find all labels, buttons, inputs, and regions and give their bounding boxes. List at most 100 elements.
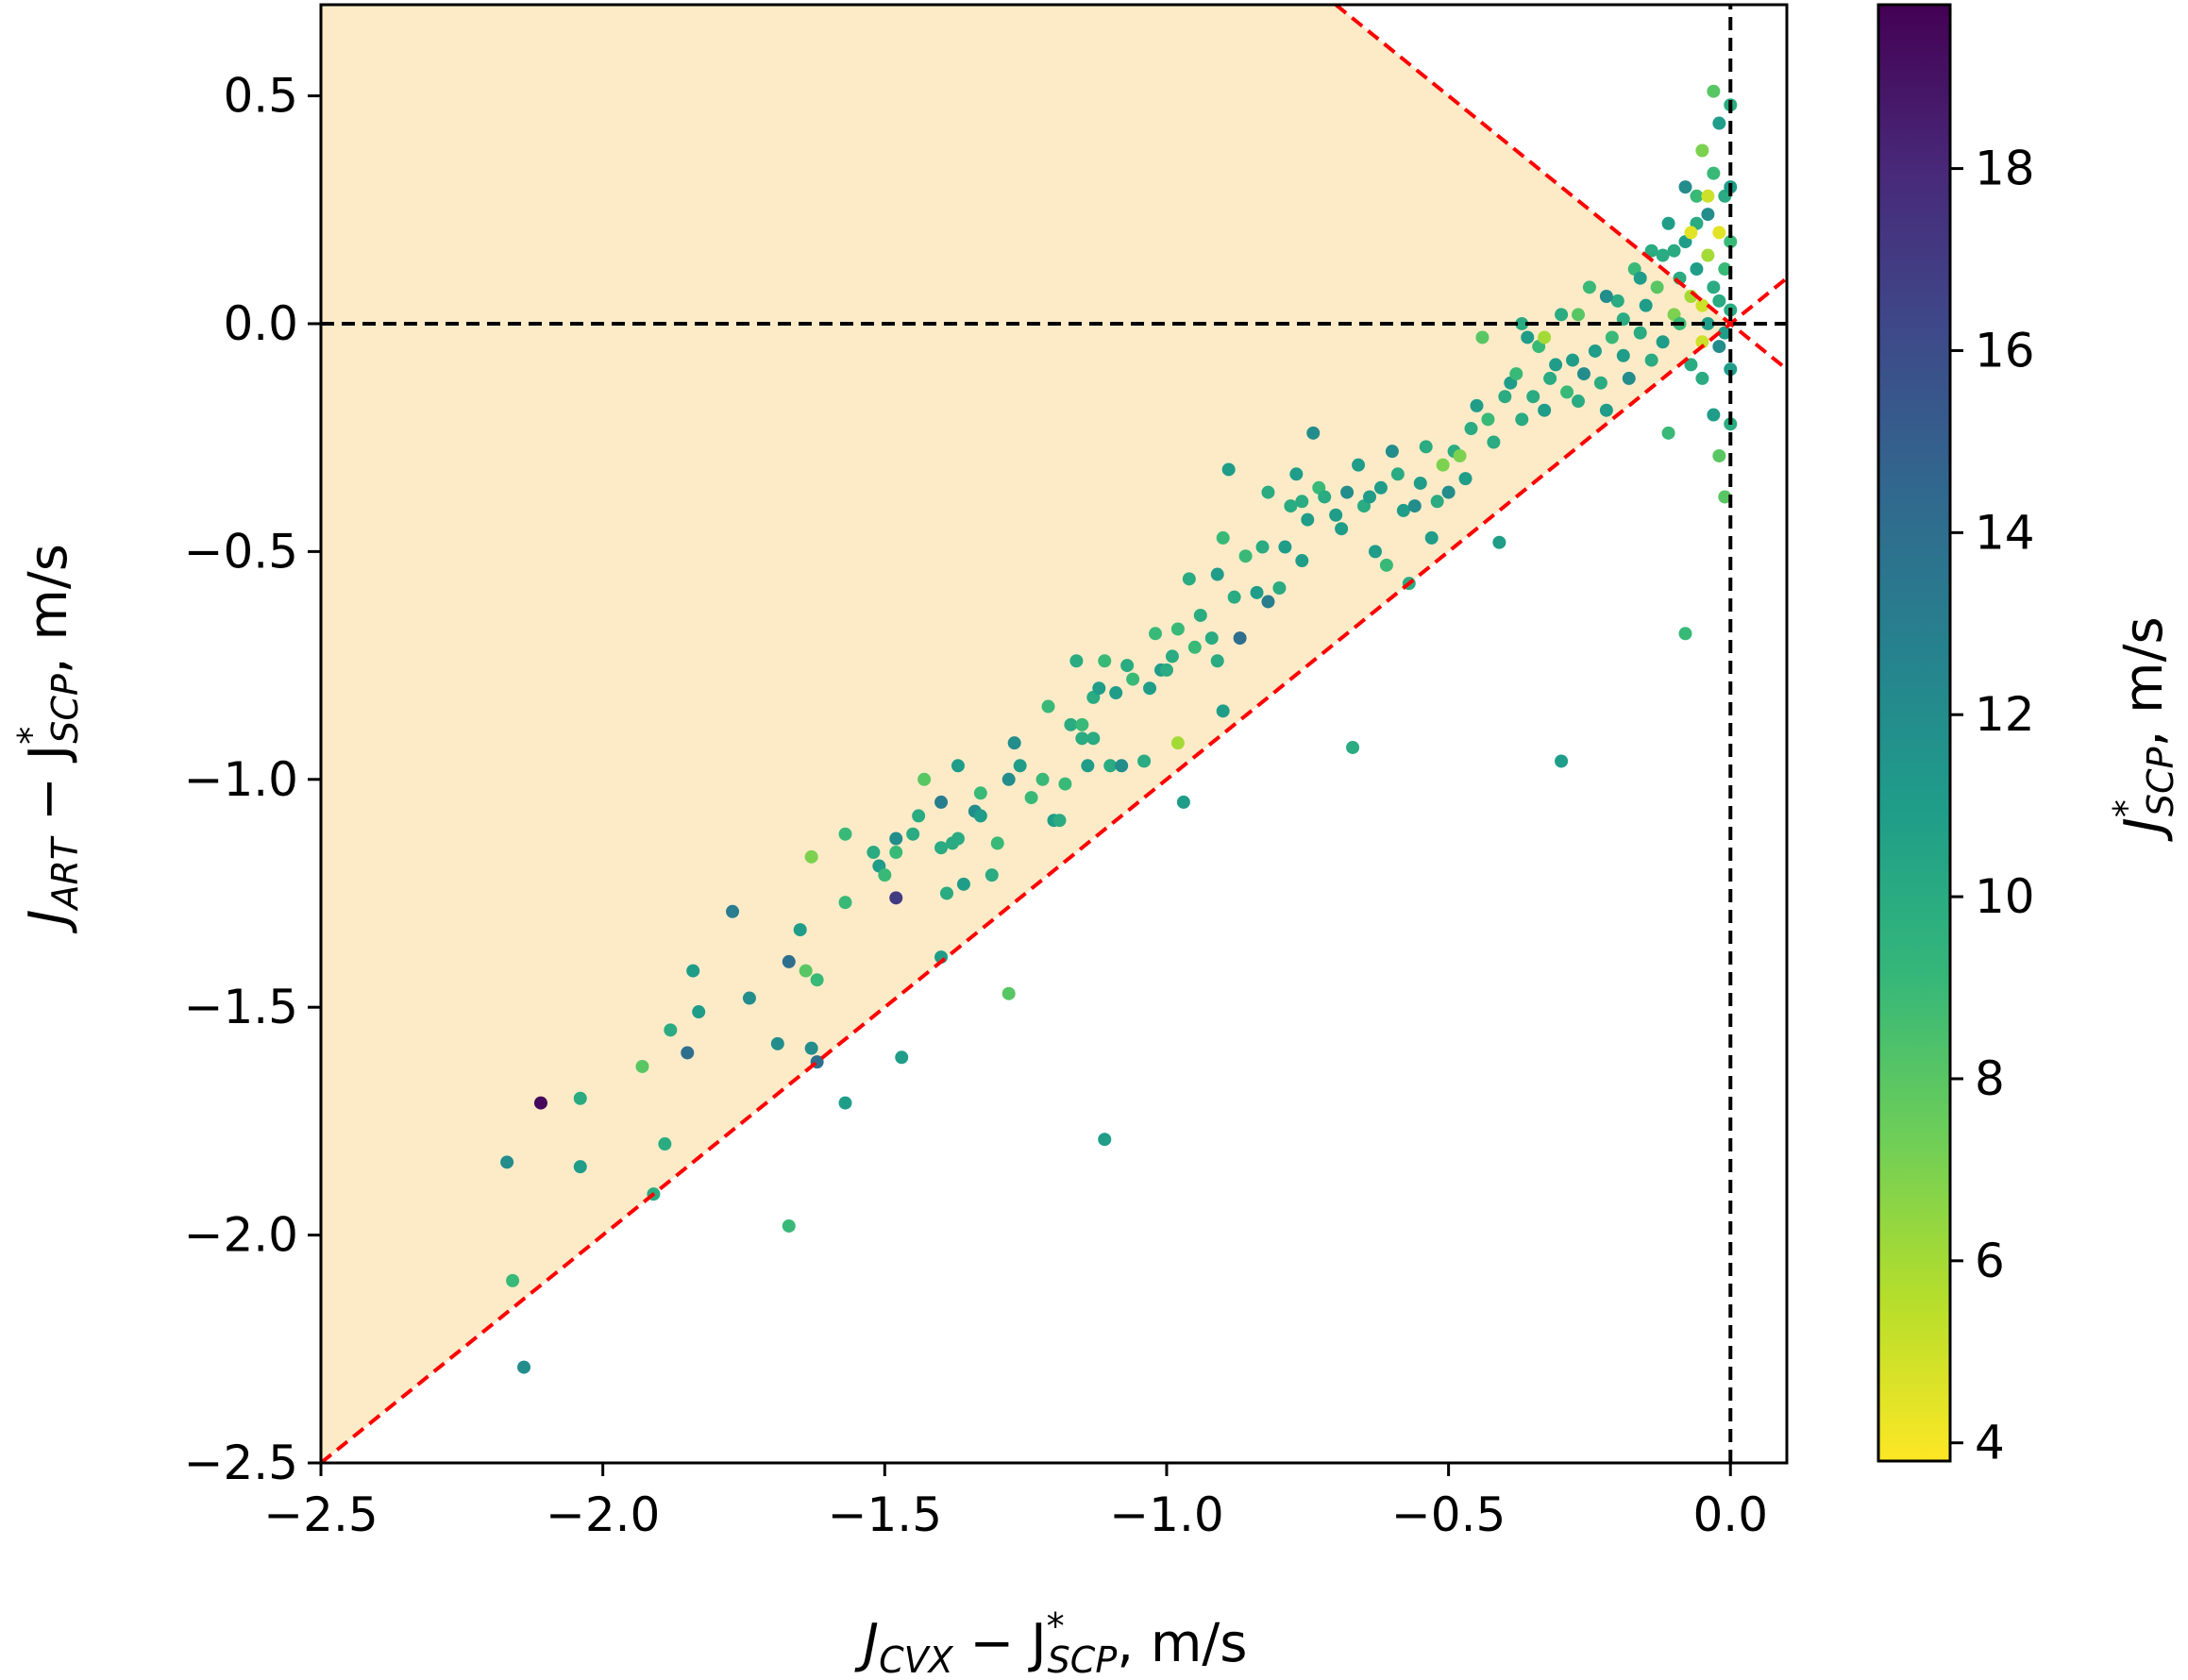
data-point <box>1639 298 1653 312</box>
data-point <box>1052 814 1067 828</box>
data-point <box>1555 754 1569 768</box>
colorbar-gradient <box>1877 3 1952 1463</box>
data-point <box>934 841 949 855</box>
data-point <box>1616 348 1630 362</box>
data-point <box>1701 248 1715 262</box>
data-point <box>1701 316 1715 330</box>
data-point <box>1549 358 1563 372</box>
data-point <box>1210 567 1224 581</box>
data-point <box>1284 499 1298 513</box>
data-point <box>1610 294 1624 308</box>
data-point <box>1515 412 1529 427</box>
data-point <box>810 973 824 987</box>
data-point <box>573 1160 587 1174</box>
data-point <box>1644 353 1658 367</box>
data-point <box>889 891 903 905</box>
reference-line-y-equals-x <box>321 277 1787 1463</box>
data-point <box>506 1273 520 1287</box>
data-point <box>1707 408 1721 422</box>
data-point <box>1718 326 1732 340</box>
data-point <box>1695 143 1709 158</box>
data-point <box>1718 490 1732 504</box>
data-point <box>681 1046 695 1060</box>
data-point <box>1001 986 1016 1000</box>
data-point <box>500 1155 514 1169</box>
data-point <box>1701 189 1715 203</box>
data-point <box>1407 499 1422 513</box>
data-point <box>1718 262 1732 277</box>
reference-line-y-equals-minus-x <box>1334 5 1787 371</box>
data-point <box>804 849 818 864</box>
data-point <box>985 868 999 882</box>
y-tick-label: 0.5 <box>223 69 298 124</box>
data-point <box>1695 335 1709 349</box>
data-point <box>1593 376 1607 390</box>
data-point <box>1159 663 1173 677</box>
data-point <box>867 846 881 860</box>
data-point <box>1035 772 1050 786</box>
data-point <box>1707 166 1721 180</box>
x-tick-label: −2.5 <box>263 1487 378 1542</box>
data-point <box>782 954 796 968</box>
data-point <box>973 786 987 800</box>
data-point <box>1261 485 1275 499</box>
colorbar-tick-label: 18 <box>1975 142 2035 196</box>
data-point <box>1362 490 1376 504</box>
data-point <box>1492 535 1506 549</box>
x-tick-label: −0.5 <box>1391 1487 1506 1542</box>
y-axis-label: JART − J*SCP, m/s <box>10 544 86 934</box>
data-point <box>1098 654 1112 668</box>
data-point <box>1340 485 1355 499</box>
colorbar-tick-label: 8 <box>1975 1051 2005 1106</box>
data-point <box>838 827 852 841</box>
data-point <box>1295 495 1309 509</box>
x-tick-label: −1.5 <box>828 1487 942 1542</box>
data-point <box>1560 385 1574 399</box>
data-point <box>1137 754 1152 768</box>
data-point <box>1103 759 1118 773</box>
data-point <box>1318 490 1332 504</box>
data-point <box>804 1041 818 1055</box>
data-point <box>1678 627 1692 641</box>
data-point <box>1289 467 1304 481</box>
data-point <box>1126 672 1140 686</box>
data-point <box>1588 344 1602 358</box>
data-point <box>1555 308 1569 322</box>
colorbar-tick-label: 12 <box>1975 687 2035 742</box>
data-point <box>1187 640 1202 654</box>
data-point <box>951 759 965 773</box>
data-point <box>1509 367 1523 381</box>
y-tick-label: 0.0 <box>223 296 298 351</box>
data-point <box>1352 458 1366 472</box>
data-point <box>1487 435 1501 449</box>
data-point <box>1295 554 1309 568</box>
colorbar-tick-label: 14 <box>1975 505 2035 560</box>
data-point <box>1515 316 1529 330</box>
data-point <box>1233 631 1247 646</box>
data-point <box>1707 280 1721 294</box>
data-point <box>1656 335 1670 349</box>
data-point <box>1081 759 1095 773</box>
y-tick-label: −2.5 <box>184 1436 298 1490</box>
data-point <box>1335 522 1349 536</box>
x-tick-label: −1.0 <box>1109 1487 1223 1542</box>
data-point <box>1521 330 1535 344</box>
colorbar-tick-label: 16 <box>1975 323 2035 378</box>
data-point <box>686 964 700 978</box>
data-point <box>1667 244 1681 258</box>
data-point <box>951 832 965 846</box>
data-point <box>1346 740 1360 754</box>
data-point <box>1538 403 1552 417</box>
data-point <box>1261 595 1275 609</box>
data-point <box>1210 654 1224 668</box>
data-point <box>1458 472 1473 486</box>
data-point <box>906 827 920 841</box>
data-point <box>1724 362 1738 377</box>
data-point <box>1413 476 1427 490</box>
data-point <box>1419 440 1433 454</box>
data-point <box>1571 395 1585 409</box>
data-point <box>1690 189 1704 203</box>
data-point <box>742 991 756 1005</box>
data-point <box>1571 308 1585 322</box>
